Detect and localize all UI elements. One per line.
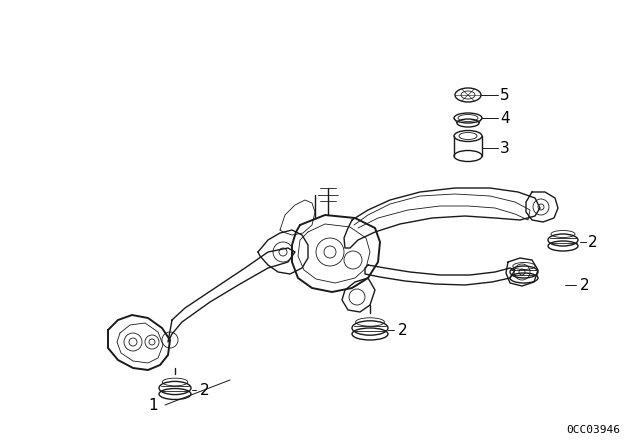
Text: 1: 1 <box>148 397 157 413</box>
Text: 2: 2 <box>200 383 210 397</box>
Text: 2: 2 <box>588 234 598 250</box>
Text: 2: 2 <box>398 323 408 337</box>
Text: 2: 2 <box>580 277 589 293</box>
Text: 3: 3 <box>500 141 509 155</box>
Text: 4: 4 <box>500 111 509 125</box>
Text: 5: 5 <box>500 87 509 103</box>
Text: 0CC03946: 0CC03946 <box>566 425 620 435</box>
